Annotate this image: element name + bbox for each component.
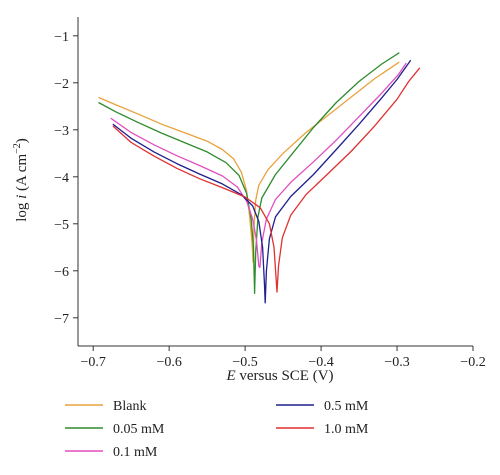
series-line-4 <box>112 67 421 293</box>
x-tick-label: −0.6 <box>156 355 181 370</box>
plot-area: −0.7 −0.6 −0.5 −0.4 −0.3 −0.2 −1 −2 −3 −4 −5 −6 −7 <box>54 17 486 370</box>
x-tick-label: −0.5 <box>232 355 257 370</box>
x-axis-label: E versus SCE (V) <box>225 368 333 384</box>
x-ticks: −0.7 −0.6 −0.5 −0.4 −0.3 −0.2 <box>80 346 486 370</box>
y-tick-label: −2 <box>54 77 69 92</box>
y-tick-label: −3 <box>54 124 69 139</box>
y-tick-label: −1 <box>54 30 69 45</box>
y-tick-label: −7 <box>54 312 69 327</box>
x-tick-label: −0.7 <box>80 355 105 370</box>
series-lines <box>98 52 421 304</box>
legend-label: 0.05 mM <box>113 422 165 437</box>
y-tick-label: −4 <box>54 171 69 186</box>
legend-label: 1.0 mM <box>324 422 369 437</box>
y-axis-label: log i (A cm−2) <box>12 138 30 222</box>
x-tick-label: −0.4 <box>308 355 333 370</box>
legend-label: 0.5 mM <box>324 399 369 414</box>
y-tick-label: −5 <box>54 218 69 233</box>
x-tick-label: −0.2 <box>460 355 485 370</box>
legend-label: Blank <box>113 399 146 414</box>
y-tick-label: −6 <box>54 265 69 280</box>
series-line-1 <box>98 52 400 295</box>
legend-label: 0.1 mM <box>113 445 158 460</box>
series-line-3 <box>112 59 412 304</box>
series-line-2 <box>110 62 407 269</box>
legend: Blank 0.05 mM 0.1 mM 0.5 mM 1.0 mM <box>65 399 369 460</box>
series-line-0 <box>98 61 400 263</box>
x-tick-label: −0.3 <box>384 355 409 370</box>
y-ticks: −1 −2 −3 −4 −5 −6 −7 <box>54 30 78 327</box>
